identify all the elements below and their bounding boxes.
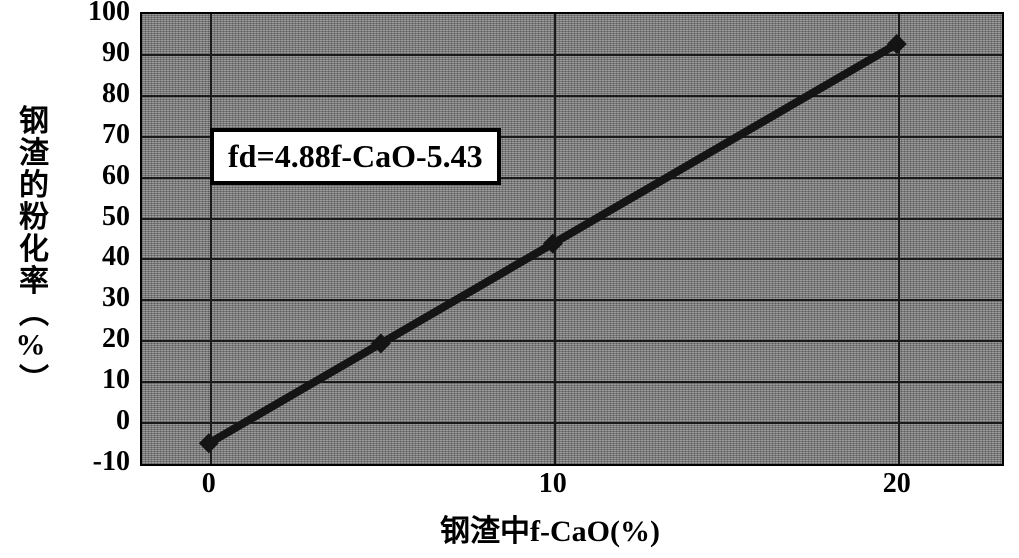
y-tick-label: 70 <box>70 119 130 151</box>
y-tick-label: 50 <box>70 201 130 233</box>
formula-annotation: fd=4.88f-CaO-5.43 <box>210 128 501 185</box>
grid-line-horizontal <box>142 340 1002 342</box>
grid-line-vertical <box>554 14 556 464</box>
y-tick-label: 10 <box>70 364 130 396</box>
y-axis-title: 钢渣的粉化率（%） <box>8 105 52 396</box>
grid-line-vertical <box>210 14 212 464</box>
x-tick-label: 10 <box>539 468 567 500</box>
grid-line-horizontal <box>142 258 1002 260</box>
formula-text: fd=4.88f-CaO-5.43 <box>228 138 483 174</box>
plot-area <box>140 12 1004 466</box>
grid-line-horizontal <box>142 218 1002 220</box>
grid-line-horizontal <box>142 422 1002 424</box>
x-tick-label: 0 <box>202 468 216 500</box>
y-tick-label: 80 <box>70 78 130 110</box>
y-tick-label: 30 <box>70 282 130 314</box>
y-tick-label: 90 <box>70 37 130 69</box>
y-tick-label: -10 <box>70 446 130 478</box>
y-tick-label: 0 <box>70 405 130 437</box>
x-axis-title: 钢渣中f-CaO(%) <box>440 506 660 550</box>
x-tick-label: 20 <box>883 468 911 500</box>
y-tick-label: 100 <box>70 0 130 28</box>
y-tick-label: 60 <box>70 160 130 192</box>
grid-line-horizontal <box>142 95 1002 97</box>
grid-line-horizontal <box>142 54 1002 56</box>
y-tick-label: 20 <box>70 323 130 355</box>
grid-line-horizontal <box>142 381 1002 383</box>
grid-line-horizontal <box>142 299 1002 301</box>
y-tick-label: 40 <box>70 241 130 273</box>
line-chart: 钢渣的粉化率（%） 钢渣中f-CaO(%) fd=4.88f-CaO-5.43 … <box>0 0 1019 558</box>
grid-line-vertical <box>898 14 900 464</box>
